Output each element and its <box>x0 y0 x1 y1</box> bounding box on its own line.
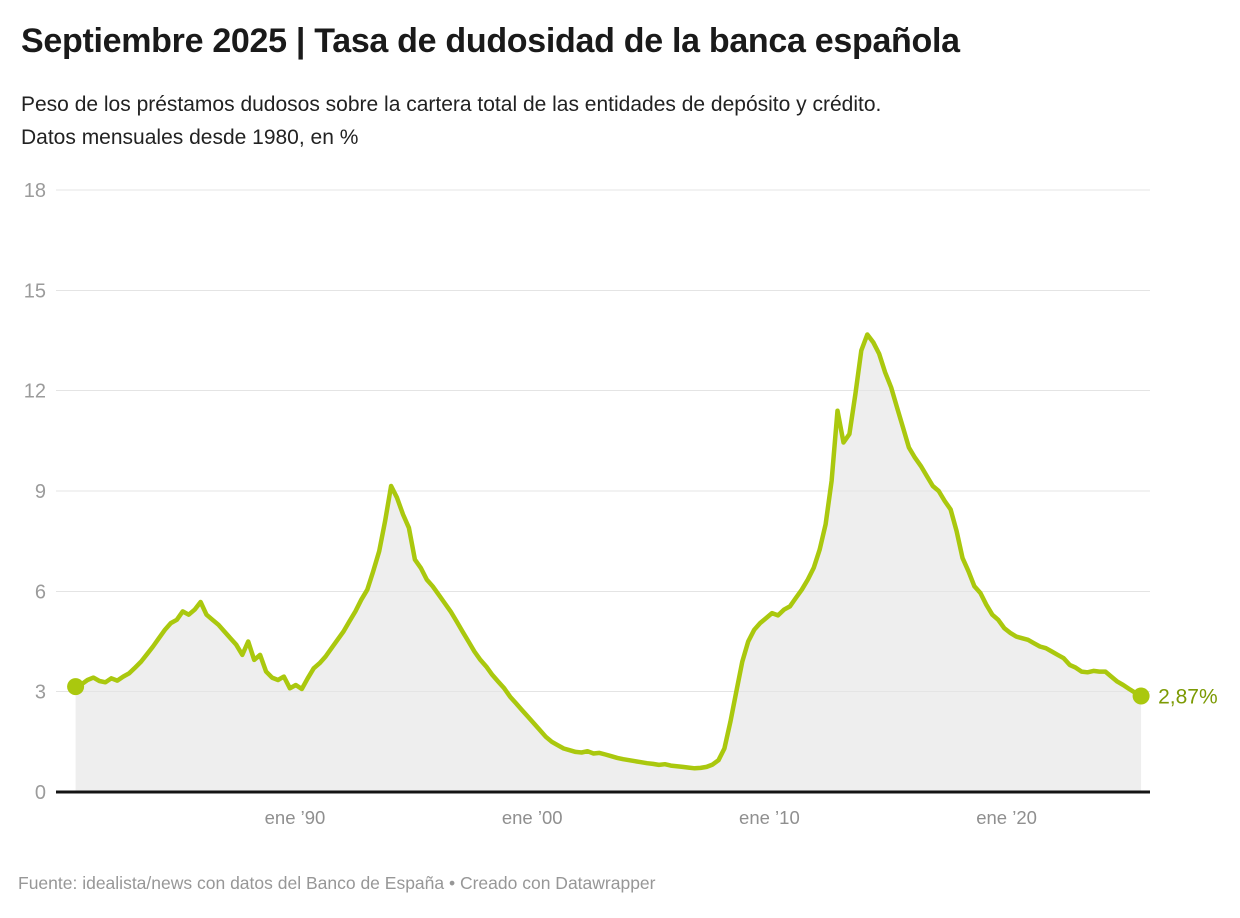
x-tick-label-2000: ene ’00 <box>502 807 563 828</box>
y-tick-label-0: 0 <box>35 782 46 804</box>
y-tick-label-6: 6 <box>35 581 46 603</box>
y-tick-label-18: 18 <box>24 180 46 202</box>
data-line <box>73 332 1144 771</box>
x-tick-label-2010: ene ’10 <box>739 807 800 828</box>
x-tick-label-1990: ene ’90 <box>265 807 326 828</box>
end-dot <box>1132 687 1150 705</box>
area-fill <box>75 334 1142 792</box>
chart-footer: Fuente: idealista/news con datos del Ban… <box>18 873 656 893</box>
x-tick-label-2020: ene ’20 <box>976 807 1037 828</box>
y-tick-label-15: 15 <box>24 280 46 302</box>
y-tick-label-9: 9 <box>35 481 46 503</box>
chart-title: Septiembre 2025 | Tasa de dudosidad de l… <box>21 22 960 60</box>
start-dot <box>67 678 85 696</box>
y-tick-label-12: 12 <box>24 381 46 403</box>
chart-subtitle: Peso de los préstamos dudosos sobre la c… <box>21 93 882 149</box>
end-value-label: 2,87% <box>1158 686 1218 709</box>
y-tick-label-3: 3 <box>35 682 46 704</box>
